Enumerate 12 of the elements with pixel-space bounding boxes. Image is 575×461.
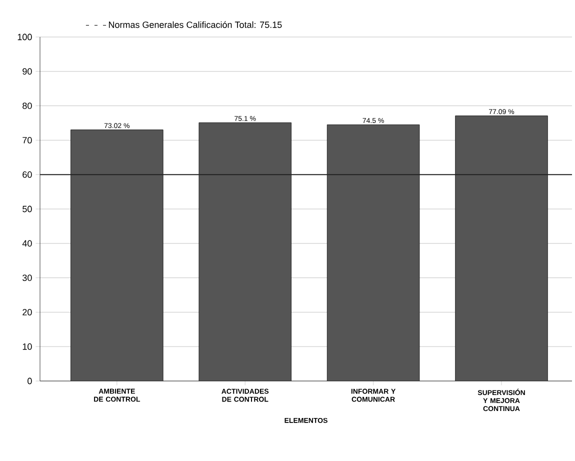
y-tick-label: 10 — [22, 343, 32, 350]
y-tick-label: 80 — [22, 102, 32, 109]
y-tick-label: 100 — [18, 34, 32, 40]
y-tick-label: 30 — [22, 274, 32, 281]
y-tick-label: 20 — [22, 309, 32, 316]
y-tick-label: 50 — [22, 206, 32, 212]
y-tick-label: 90 — [22, 68, 32, 75]
y-tick-label: 60 — [22, 171, 32, 178]
y-tick-label: 40 — [22, 240, 32, 247]
legend-label: Normas Generales Calificación Total: 75.15 — [108, 21, 282, 28]
y-tick-label: 0 — [28, 378, 32, 384]
y-tick-label: 70 — [22, 137, 32, 144]
